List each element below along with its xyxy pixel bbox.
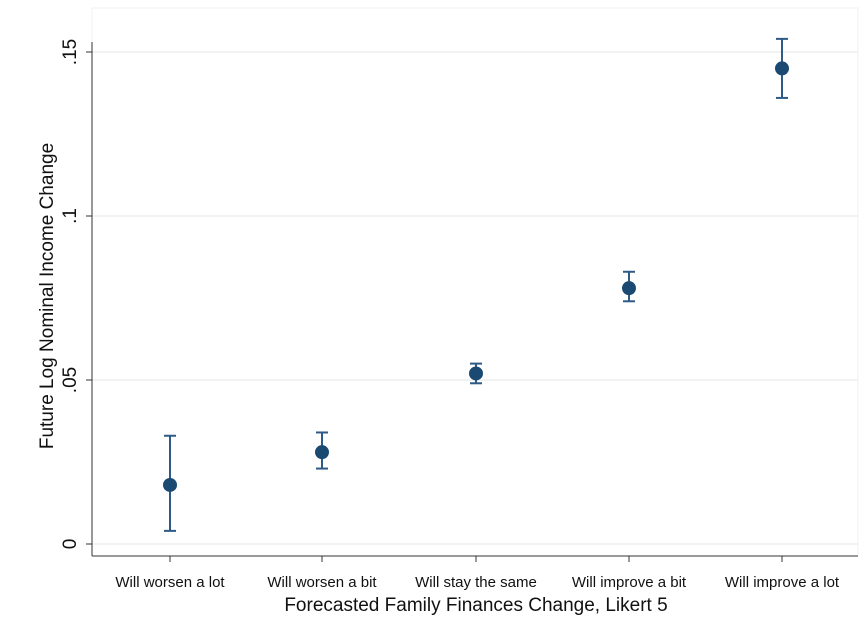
- y-tick-label-2: .1: [60, 208, 81, 224]
- x-tick-label-3: Will improve a bit: [572, 574, 687, 591]
- y-tick-label-3: .15: [60, 39, 81, 65]
- x-tick-label-1: Will worsen a bit: [267, 574, 377, 591]
- grid-layer: [92, 51, 858, 545]
- data-point-4: [775, 61, 789, 76]
- plot-background: [91, 7, 859, 557]
- y-axis-title: Future Log Nominal Income Change: [37, 143, 58, 449]
- data-point-3: [622, 281, 636, 296]
- data-point-0: [163, 477, 177, 492]
- y-tick-label-0: 0: [60, 539, 81, 550]
- y-tick-label-1: .05: [60, 367, 81, 393]
- x-tick-label-2: Will stay the same: [415, 574, 537, 591]
- data-point-1: [315, 445, 329, 460]
- ticks-layer: 0 .05 .1 .15 Will worsen a lot Will worsen a …: [60, 39, 840, 591]
- data-point-2: [469, 366, 483, 381]
- x-axis-title: Forecasted Family Finances Change, Liker…: [284, 595, 667, 616]
- axes-layer: [91, 42, 858, 557]
- x-tick-label-0: Will worsen a lot: [115, 574, 225, 591]
- points-layer: [163, 61, 789, 492]
- x-tick-label-4: Will improve a lot: [725, 574, 840, 591]
